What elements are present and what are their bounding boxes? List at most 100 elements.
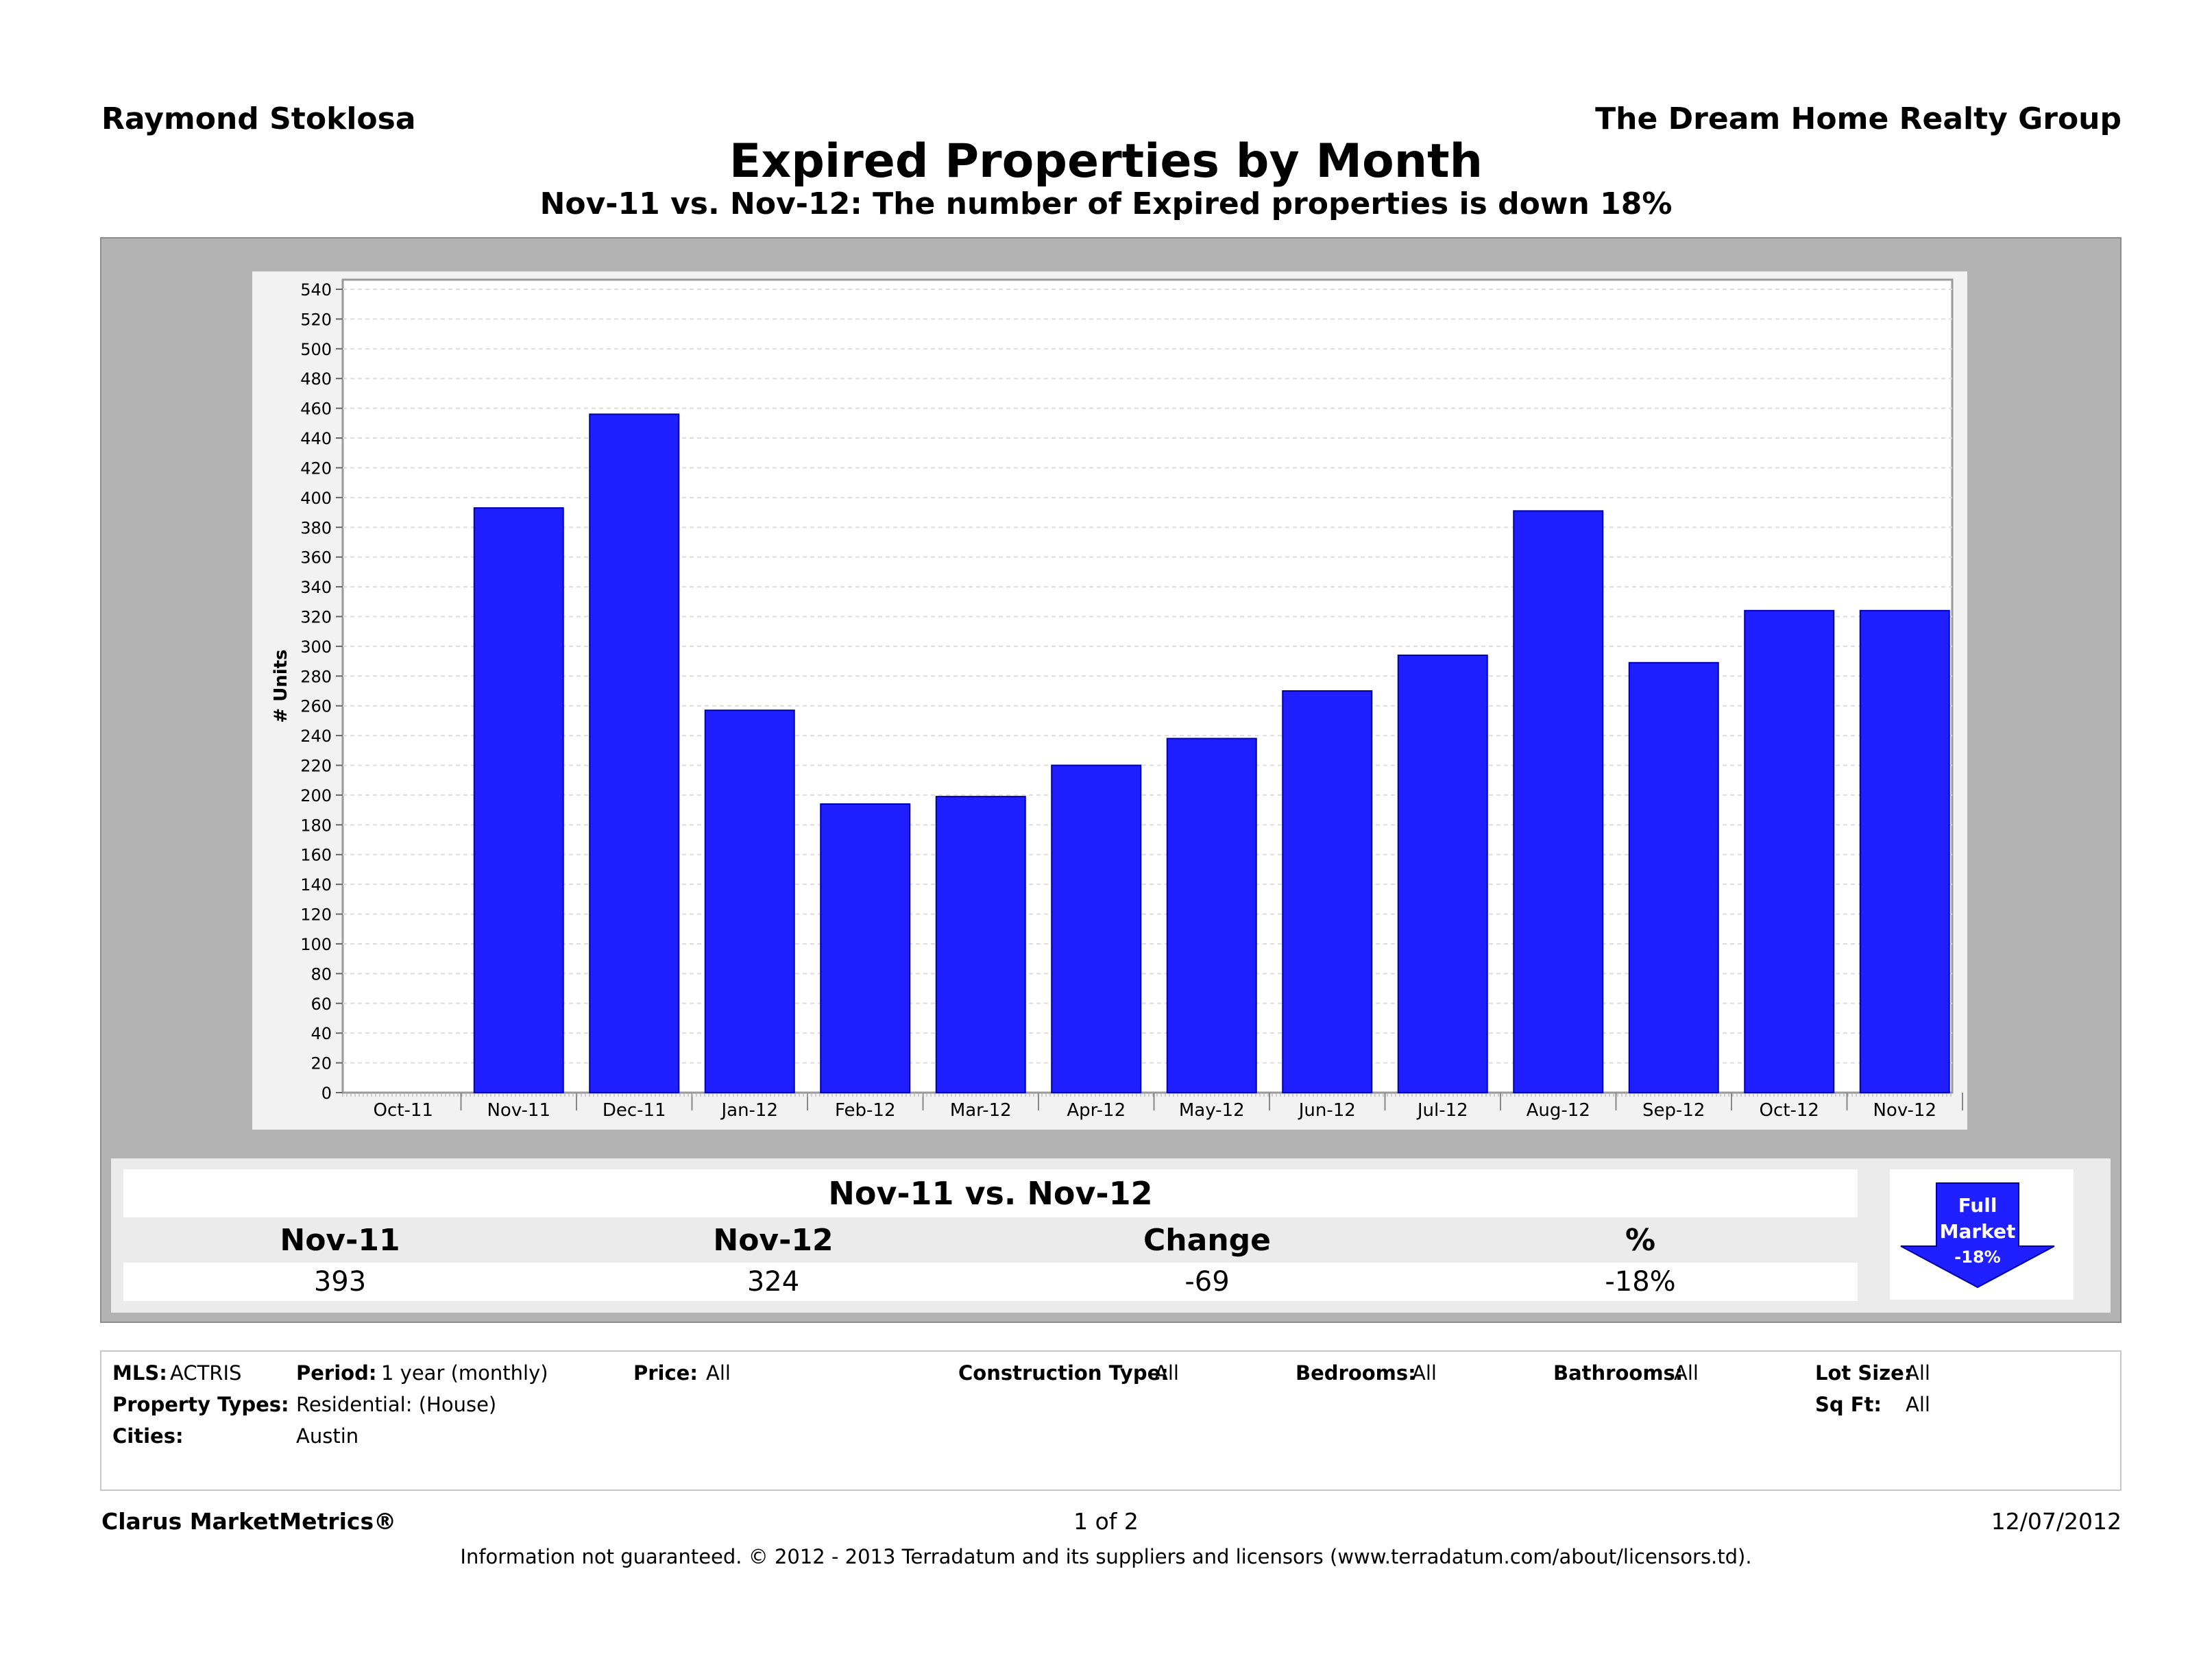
y-tick-label: 200 <box>300 786 332 805</box>
bar-Mar-12 <box>935 796 1026 1094</box>
badge-line-1: Full <box>1958 1194 1997 1217</box>
x-tick-label: Sep-12 <box>1642 1100 1705 1121</box>
y-tick-label: 240 <box>300 727 332 746</box>
y-tick-label: 500 <box>300 340 332 359</box>
bar-chart: 0 20 40 60 80 100 120 140 160 180 200 220 240 260 280 3… <box>271 278 1963 1121</box>
x-tick-label: Feb-12 <box>835 1100 896 1121</box>
cities-label: Cities: <box>112 1424 184 1448</box>
comparison-value-change: -69 <box>1184 1266 1230 1298</box>
y-tick-label: 140 <box>300 875 332 895</box>
bar-Jan-12 <box>704 709 795 1093</box>
bedrooms-label: Bedrooms: <box>1296 1361 1416 1385</box>
comparison-value-percent: -18% <box>1605 1266 1676 1298</box>
comparison-label-change: Change <box>1143 1223 1271 1258</box>
cities-value: Austin <box>296 1424 359 1448</box>
construction-type-value: All <box>1154 1361 1179 1385</box>
y-tick-label: 100 <box>300 935 332 954</box>
property-types-label: Property Types: <box>112 1393 289 1416</box>
lot-size-value: All <box>1906 1361 1930 1385</box>
y-tick-label: 540 <box>300 280 332 300</box>
report-subtitle: Nov-11 vs. Nov-12: The number of Expired… <box>539 186 1673 221</box>
report-title: Expired Properties by Month <box>729 134 1483 189</box>
y-tick-label: 180 <box>300 816 332 835</box>
market-badge: Full Market -18% <box>1890 1169 2074 1300</box>
comparison-label-percent: % <box>1625 1223 1656 1258</box>
x-tick-label: Jul-12 <box>1416 1100 1468 1121</box>
y-tick-label: 440 <box>300 429 332 448</box>
bar-Aug-12 <box>1513 510 1604 1093</box>
agent-name: Raymond Stoklosa <box>101 101 416 136</box>
y-tick-label: 300 <box>300 637 332 657</box>
bar-Feb-12 <box>820 803 911 1093</box>
y-tick-label: 120 <box>300 905 332 925</box>
x-tick-label: Jun-12 <box>1298 1100 1356 1121</box>
x-tick-label: Oct-12 <box>1760 1100 1819 1121</box>
bathrooms-label: Bathrooms: <box>1553 1361 1684 1385</box>
price-label: Price: <box>633 1361 698 1385</box>
comparison-header: Nov-11 vs. Nov-12 <box>123 1169 1858 1217</box>
y-tick-label: 260 <box>300 697 332 716</box>
y-tick-label: 80 <box>311 964 332 984</box>
y-tick-label: 220 <box>300 757 332 776</box>
y-tick-label: 340 <box>300 578 332 597</box>
y-tick-label: 480 <box>300 369 332 389</box>
bathrooms-value: All <box>1674 1361 1699 1385</box>
y-tick-label: 40 <box>311 1024 332 1043</box>
price-value: All <box>706 1361 731 1385</box>
bar-Jun-12 <box>1282 690 1373 1093</box>
y-tick-label: 360 <box>300 548 332 568</box>
bar-Apr-12 <box>1051 764 1142 1093</box>
y-tick-label: 420 <box>300 459 332 478</box>
bar-Oct-12 <box>1744 609 1835 1093</box>
construction-type-label: Construction Type: <box>958 1361 1169 1385</box>
report-date: 12/07/2012 <box>1991 1508 2122 1535</box>
bar-Nov-12 <box>1859 609 1950 1093</box>
x-tick-label: Oct-11 <box>374 1100 433 1121</box>
comparison-value-end: 324 <box>746 1266 800 1298</box>
x-tick-label: Jan-12 <box>720 1100 778 1121</box>
bedrooms-value: All <box>1412 1361 1437 1385</box>
comparison-label-end: Nov-12 <box>713 1223 834 1258</box>
y-tick-label: 520 <box>300 310 332 329</box>
mls-value: ACTRIS <box>170 1361 242 1385</box>
badge-line-3: -18% <box>1954 1248 2000 1267</box>
x-tick-label: Nov-12 <box>1873 1100 1936 1121</box>
mls-label: MLS: <box>112 1361 167 1385</box>
x-tick-label: May-12 <box>1179 1100 1245 1121</box>
sqft-value: All <box>1906 1393 1930 1416</box>
bar-May-12 <box>1166 738 1257 1093</box>
period-value: 1 year (monthly) <box>381 1361 548 1385</box>
bar-Sep-12 <box>1628 661 1719 1093</box>
y-tick-label: 20 <box>311 1054 332 1073</box>
y-tick-label: 0 <box>321 1084 332 1103</box>
y-tick-label: 320 <box>300 607 332 627</box>
y-tick-label: 60 <box>311 995 332 1014</box>
property-types-value: Residential: (House) <box>296 1393 497 1416</box>
filter-summary <box>100 1350 2122 1491</box>
comparison-value-start: 393 <box>313 1266 367 1298</box>
y-tick-label: 280 <box>300 667 332 686</box>
y-tick-label: 380 <box>300 518 332 537</box>
disclaimer: Information not guaranteed. © 2012 - 201… <box>460 1545 1752 1568</box>
y-tick-label: 400 <box>300 489 332 508</box>
down-arrow-icon: Full Market -18% <box>1900 1182 2055 1289</box>
x-tick-label: Dec-11 <box>603 1100 666 1121</box>
y-tick-label: 160 <box>300 846 332 865</box>
bar-Nov-11 <box>473 507 564 1093</box>
page-number: 1 of 2 <box>1073 1508 1139 1535</box>
lot-size-label: Lot Size: <box>1815 1361 1912 1385</box>
x-tick-label: Apr-12 <box>1067 1100 1126 1121</box>
comparison-label-start: Nov-11 <box>280 1223 400 1258</box>
company-name: The Dream Home Realty Group <box>1595 101 2122 136</box>
footer-brand: Clarus MarketMetrics® <box>101 1508 397 1535</box>
bar-Jul-12 <box>1397 654 1488 1093</box>
x-tick-label: Mar-12 <box>950 1100 1012 1121</box>
y-axis-label: # Units <box>271 649 291 722</box>
x-tick-label: Nov-11 <box>487 1100 550 1121</box>
bar-Dec-11 <box>589 413 680 1094</box>
comparison-value-row <box>123 1263 1858 1301</box>
y-tick-label: 460 <box>300 400 332 419</box>
period-label: Period: <box>296 1361 377 1385</box>
chart-panel: 0 20 40 60 80 100 120 140 160 180 200 220 240 260 280 3… <box>252 271 1967 1130</box>
sqft-label: Sq Ft: <box>1815 1393 1882 1416</box>
